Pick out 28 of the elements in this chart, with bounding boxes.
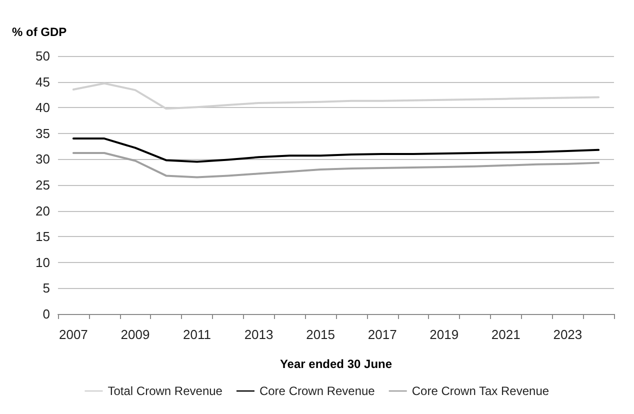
line-series: [72, 152, 600, 178]
x-tick-label: 2023: [553, 327, 582, 342]
x-tick-label: 2011: [183, 327, 211, 342]
line-series: [72, 82, 600, 110]
y-tick-label: 45: [36, 74, 50, 90]
x-tick-label: 2017: [368, 327, 397, 342]
x-tick-label: 2019: [430, 327, 459, 342]
y-tick-label: 5: [42, 280, 50, 296]
y-tick-label: 40: [36, 100, 50, 116]
y-tick-label: 25: [36, 178, 50, 192]
x-tick-label: 2007: [58, 327, 88, 342]
x-tick-label: 2015: [306, 327, 336, 342]
x-tick-label: 2021: [491, 327, 520, 342]
y-tick-label: 30: [36, 152, 50, 167]
y-tick-label: 10: [36, 254, 50, 270]
legend-label: Core Crown Revenue: [259, 384, 376, 398]
legend-label: Core Crown Tax Revenue: [412, 384, 550, 398]
legend-label: Total Crown Revenue: [108, 384, 223, 398]
y-tick-label: 50: [36, 48, 50, 64]
y-tick-label: 0: [42, 306, 50, 322]
y-tick-label: 15: [36, 229, 50, 244]
x-axis-title: Year ended 30 June: [280, 357, 392, 371]
line-series: [72, 138, 600, 163]
x-tick-label: 2009: [120, 327, 150, 342]
x-tick-label: 2013: [244, 327, 274, 342]
y-axis-title: % of GDP: [12, 25, 67, 39]
y-tick-label: 20: [36, 203, 50, 218]
y-tick-label: 35: [36, 126, 50, 141]
